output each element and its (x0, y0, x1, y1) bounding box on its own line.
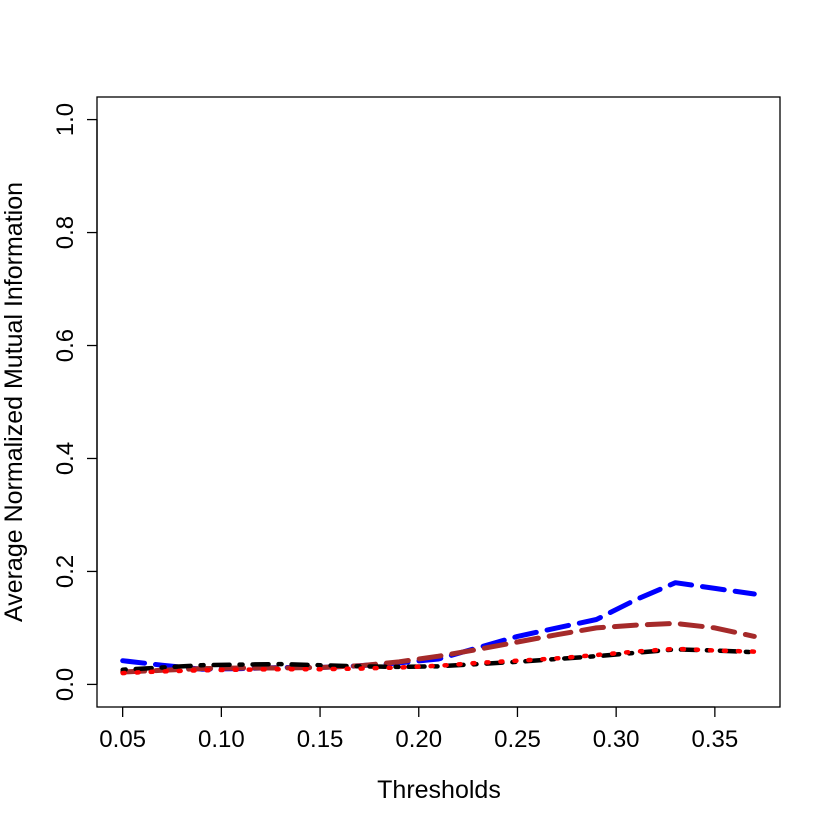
x-tick-label: 0.25 (494, 726, 541, 753)
x-tick-label: 0.15 (297, 726, 344, 753)
y-tick-label: 0.2 (52, 555, 79, 588)
y-tick-label: 0.6 (52, 329, 79, 362)
x-tick-label: 0.10 (198, 726, 245, 753)
y-axis: 0.0 0.2 0.4 0.6 0.8 1.0 (52, 103, 98, 701)
y-tick-label: 0.4 (52, 442, 79, 475)
x-tick-label: 0.05 (99, 726, 146, 753)
y-tick-label: 0.0 (52, 668, 79, 701)
y-tick-label: 0.8 (52, 216, 79, 249)
y-axis-title: Average Normalized Mutual Information (0, 182, 28, 622)
series-line-3 (120, 647, 757, 672)
x-tick-label: 0.35 (691, 726, 738, 753)
series-line-2 (120, 620, 757, 675)
x-tick-label: 0.20 (395, 726, 442, 753)
x-tick-label: 0.30 (593, 726, 640, 753)
x-axis: 0.05 0.10 0.15 0.20 0.25 0.30 0.35 (99, 706, 738, 753)
x-axis-title: Thresholds (377, 776, 501, 804)
series-layer (120, 580, 757, 676)
y-tick-label: 1.0 (52, 103, 79, 136)
